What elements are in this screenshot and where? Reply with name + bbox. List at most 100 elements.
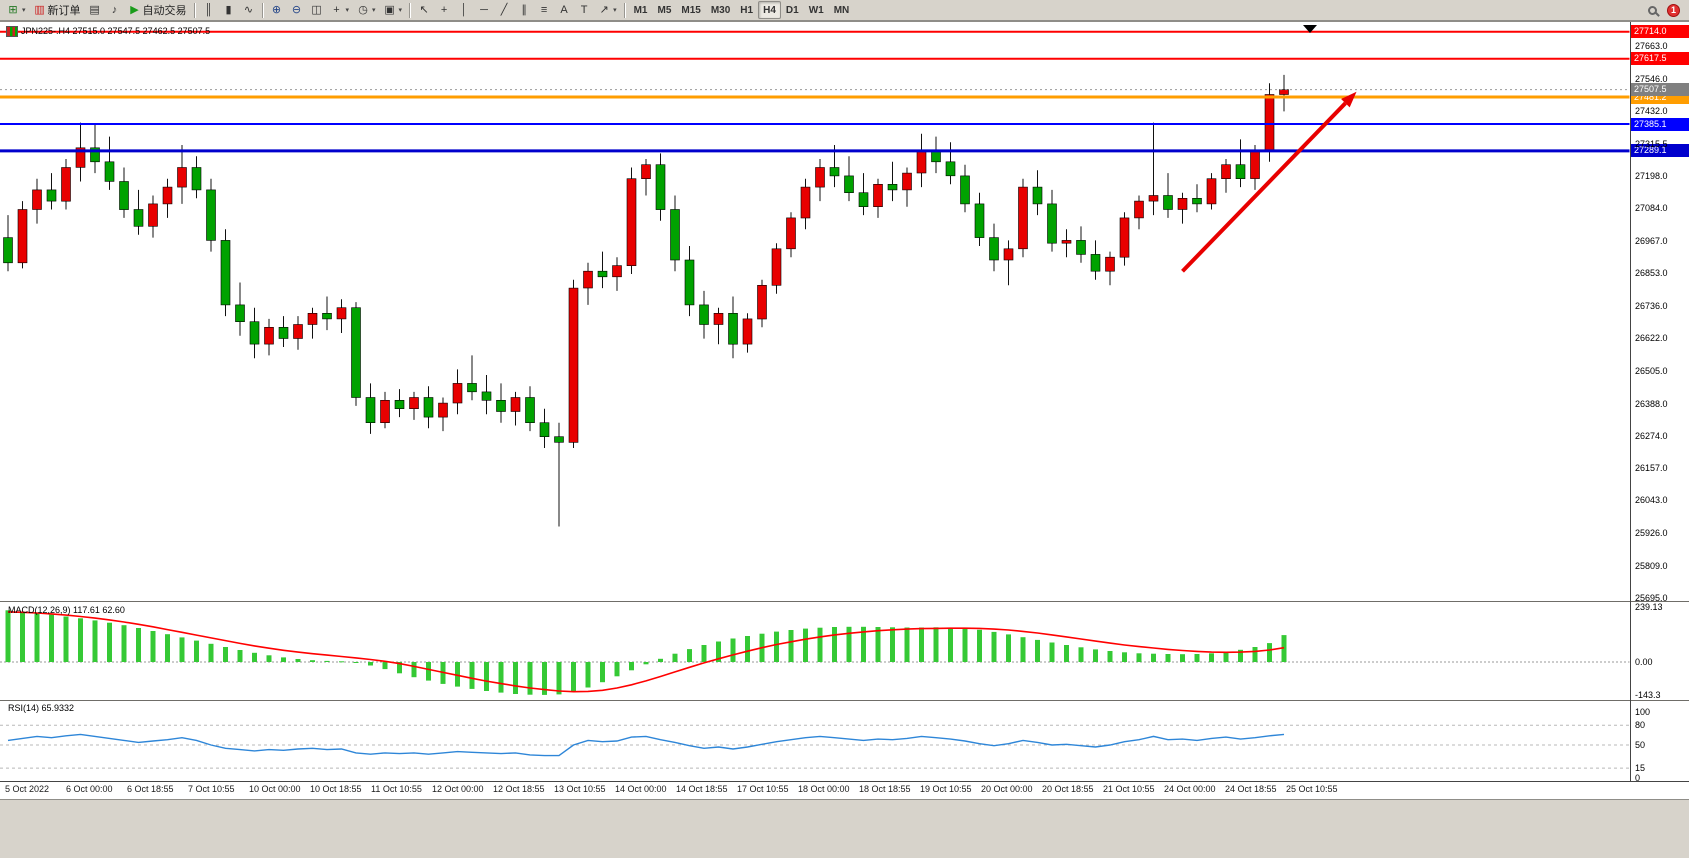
macd-signal-line — [7, 611, 1285, 693]
macd-histogram-bar — [658, 658, 663, 662]
fibonacci-button[interactable]: ≡ — [534, 1, 554, 19]
timeframe-mn[interactable]: MN — [829, 1, 855, 19]
timeframe-h4[interactable]: H4 — [758, 1, 781, 19]
periods-button[interactable]: ◷ ▾ — [353, 1, 380, 19]
horizontal-line-button[interactable]: ─ — [474, 1, 494, 19]
bar-chart-button[interactable]: ║ — [199, 1, 219, 19]
dropdown-arrow-icon: ▾ — [345, 7, 350, 14]
timeframe-m15[interactable]: M15 — [676, 1, 705, 19]
macd-histogram-bar — [1107, 651, 1113, 662]
bear-candle — [539, 422, 550, 438]
notification-badge[interactable]: 1 — [1667, 3, 1680, 17]
bull-candle — [742, 318, 753, 345]
bull-candle — [873, 184, 883, 208]
bottom-area — [0, 799, 1689, 858]
new-order-button[interactable]: ▥ 新订单 — [30, 1, 85, 19]
timeframe-d1[interactable]: D1 — [781, 1, 804, 19]
bull-candle — [583, 270, 593, 289]
bear-candle — [554, 436, 564, 443]
trend-arrow-line[interactable] — [1181, 101, 1347, 273]
bear-candle — [960, 175, 970, 205]
trendline-button[interactable]: ╱ — [494, 1, 514, 19]
toolbar-separator — [623, 2, 626, 18]
macd-histogram-bar — [136, 628, 141, 662]
bear-candle — [467, 383, 477, 393]
timeframe-m1[interactable]: M1 — [629, 1, 653, 19]
tile-windows-button[interactable]: ◫ — [307, 1, 327, 19]
trendline-icon: ╱ — [500, 4, 508, 16]
bull-candle — [510, 397, 521, 412]
macd-histogram-bar — [1064, 645, 1069, 662]
bear-candle — [278, 326, 289, 339]
templates-button[interactable]: ▣ ▾ — [380, 1, 407, 19]
macd-histogram-bar — [1194, 654, 1200, 662]
chart-symbol-header: JPN225-.H4 27515.0 27547.5 27462.5 27507… — [6, 25, 210, 37]
macd-histogram-bar — [643, 662, 649, 665]
bull-candle — [1177, 198, 1188, 210]
cursor-button[interactable]: ↖ — [414, 1, 434, 19]
macd-histogram-bar — [629, 662, 634, 671]
zoom-out-button[interactable]: ⊖ — [287, 1, 307, 19]
macd-histogram-bar — [281, 657, 286, 662]
macd-histogram-bar — [1006, 634, 1011, 662]
label-icon: T — [580, 4, 588, 16]
macd-histogram-bar — [1151, 653, 1156, 662]
crosshair-button[interactable]: + — [434, 1, 454, 19]
vertical-line-button[interactable]: │ — [454, 1, 474, 19]
timeframe-h1[interactable]: H1 — [735, 1, 758, 19]
bear-candle — [844, 175, 854, 193]
bull-candle — [162, 186, 173, 205]
macd-histogram-bar — [78, 618, 83, 662]
bear-candle — [655, 164, 666, 210]
auto-trading-button[interactable]: ▶ 自动交易 — [125, 1, 191, 19]
bear-candle — [684, 259, 695, 306]
dropdown-arrow-icon: ▾ — [22, 7, 26, 14]
line-chart-button[interactable]: ∿ — [239, 1, 259, 19]
print-button[interactable]: ▤ — [85, 1, 105, 19]
bull-candle — [1119, 217, 1130, 258]
text-label-button[interactable]: T — [574, 1, 594, 19]
equidistant-channel-button[interactable]: ∥ — [514, 1, 534, 19]
alerts-button[interactable]: ♪ — [105, 1, 125, 19]
timeframe-m5[interactable]: M5 — [652, 1, 676, 19]
candles-layer — [3, 74, 1289, 527]
bear-candle — [481, 391, 492, 401]
indicators-icon: + — [333, 4, 340, 16]
bull-candle — [1264, 94, 1275, 151]
indicators-button[interactable]: + ▾ — [327, 1, 354, 19]
cursor-icon: ↖ — [419, 4, 429, 16]
timeframe-m30[interactable]: M30 — [706, 1, 735, 19]
arrows-button[interactable]: ↗ ▾ — [594, 1, 621, 19]
macd-histogram-bar — [527, 662, 533, 695]
bull-candle — [75, 147, 86, 168]
macd-histogram-bar — [498, 662, 504, 693]
search-icon[interactable] — [1648, 5, 1657, 15]
timeframe-m30-label: M30 — [710, 4, 731, 16]
candlestick-chart-button[interactable]: ▮ — [219, 1, 239, 19]
text-button[interactable]: A — [554, 1, 574, 19]
macd-histogram-bar — [208, 643, 214, 662]
rsi-line — [7, 733, 1285, 757]
macd-histogram-bar — [1238, 649, 1243, 662]
bull-candle — [336, 307, 347, 320]
macd-histogram-bar — [1165, 654, 1171, 662]
new-order-button-label: 新订单 — [47, 5, 81, 17]
bull-candle — [32, 189, 42, 210]
timeframe-w1[interactable]: W1 — [804, 1, 829, 19]
bull-candle — [771, 248, 782, 286]
zoom-in-button[interactable]: ⊕ — [267, 1, 287, 19]
bull-candle — [61, 167, 71, 202]
macd-histogram-bar — [63, 616, 69, 662]
bull-candle — [626, 178, 637, 266]
bull-candle — [177, 167, 187, 188]
macd-histogram-bar — [411, 662, 417, 678]
macd-histogram-bar — [1136, 653, 1142, 662]
bull-candle — [1148, 195, 1159, 202]
zoom-out-icon: ⊖ — [291, 4, 302, 16]
bar-chart-icon: ║ — [204, 4, 213, 16]
macd-histogram-bar — [223, 647, 228, 662]
new-chart-button[interactable]: ⊞ ▾ — [3, 1, 30, 19]
chart-shift-marker[interactable] — [1303, 25, 1317, 33]
bull-candle — [1206, 178, 1217, 205]
